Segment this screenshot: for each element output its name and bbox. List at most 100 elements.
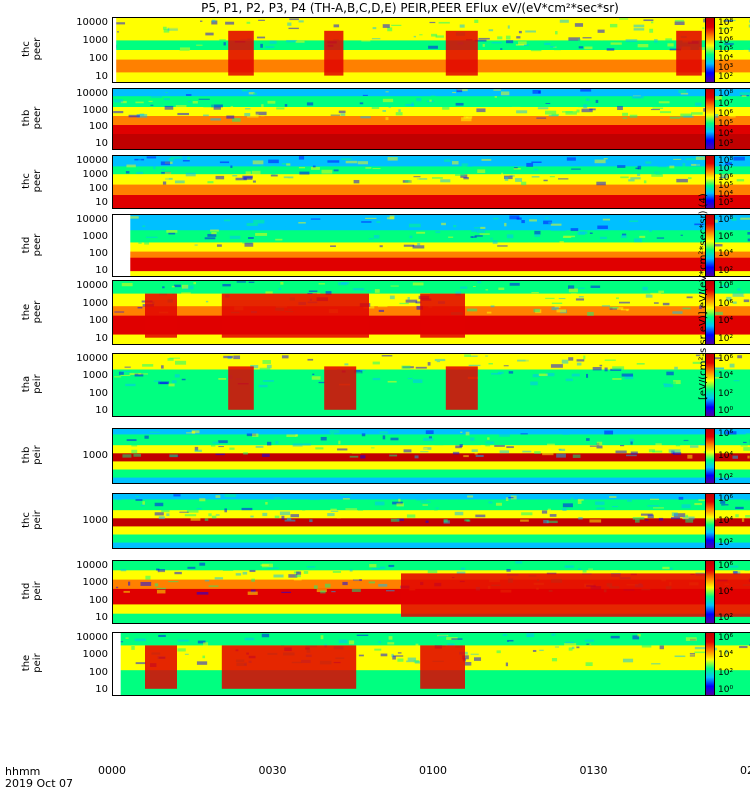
flux-speckle xyxy=(463,455,469,458)
flux-speckle xyxy=(588,568,593,570)
flux-speckle xyxy=(451,561,464,564)
flux-speckle xyxy=(659,111,672,114)
flux-speckle xyxy=(648,449,655,453)
flux-speckle xyxy=(485,355,488,357)
flux-speckle xyxy=(582,37,592,39)
flux-speckle xyxy=(365,217,377,220)
flux-speckle xyxy=(699,305,702,310)
flux-speckle xyxy=(551,302,563,304)
flux-speckle xyxy=(332,570,342,573)
flux-speckle xyxy=(216,244,222,247)
flux-speckle xyxy=(371,94,378,96)
flux-speckle xyxy=(229,447,235,450)
flux-speckle xyxy=(601,305,611,307)
flux-speckle xyxy=(570,497,574,502)
flux-speckle xyxy=(515,44,525,46)
flux-speckle xyxy=(532,89,541,94)
flux-speckle xyxy=(447,643,455,646)
flux-speckle xyxy=(251,170,261,175)
panel-ylabel: thc peer xyxy=(21,9,43,89)
colorbar-tick-label: 10⁶ xyxy=(718,429,734,439)
flux-speckle xyxy=(150,104,154,106)
flux-band xyxy=(113,59,750,73)
flux-speckle xyxy=(476,230,486,233)
spectrogram-image xyxy=(113,561,750,623)
flux-speckle xyxy=(460,221,464,226)
flux-speckle xyxy=(531,96,538,99)
flux-speckle xyxy=(298,228,301,230)
flux-speckle xyxy=(321,169,333,174)
colorbar-tick-label: 10⁴ xyxy=(718,54,734,64)
flux-speckle xyxy=(247,174,255,177)
flux-speckle xyxy=(556,453,566,458)
flux-speckle xyxy=(378,309,385,312)
colorbar-tick-label: 10⁷ xyxy=(718,164,734,175)
flux-speckle xyxy=(564,643,577,647)
flux-band xyxy=(113,257,750,272)
flux-speckle xyxy=(320,635,324,640)
flux-speckle xyxy=(625,39,638,42)
flux-speckle xyxy=(389,566,393,569)
flux-speckle xyxy=(290,514,300,518)
flux-speckle xyxy=(196,591,209,595)
flux-speckle xyxy=(589,232,593,234)
flux-speckle xyxy=(283,375,287,379)
flux-speckle xyxy=(177,648,186,652)
flux-speckle xyxy=(142,225,146,228)
flux-speckle xyxy=(637,165,642,170)
flux-speckle xyxy=(382,98,394,103)
flux-speckle xyxy=(455,291,462,296)
flux-speckle xyxy=(392,501,403,505)
flux-speckle xyxy=(159,571,166,576)
flux-speckle xyxy=(694,223,705,226)
flux-speckle xyxy=(146,236,158,238)
flux-speckle xyxy=(280,281,284,285)
flux-speckle xyxy=(508,371,514,374)
flux-speckle xyxy=(712,564,720,568)
flux-speckle xyxy=(716,372,721,376)
flux-speckle xyxy=(267,100,276,104)
flux-speckle xyxy=(390,518,400,522)
flux-speckle xyxy=(452,451,460,455)
flux-speckle xyxy=(385,91,389,93)
flux-speckle xyxy=(663,383,672,385)
flux-speckle xyxy=(486,311,492,314)
spectrogram-image xyxy=(113,18,750,82)
flux-speckle xyxy=(747,238,750,242)
flux-speckle xyxy=(456,571,466,575)
flux-speckle xyxy=(224,494,237,498)
flux-speckle xyxy=(712,311,723,315)
flux-speckle xyxy=(462,655,469,660)
flux-burst xyxy=(228,366,254,410)
flux-speckle xyxy=(391,24,402,26)
flux-speckle xyxy=(630,177,641,180)
flux-speckle xyxy=(342,581,348,586)
flux-speckle xyxy=(348,640,355,645)
flux-speckle xyxy=(139,113,145,116)
flux-speckle xyxy=(475,454,484,458)
flux-speckle xyxy=(205,32,214,36)
flux-speckle xyxy=(194,244,198,246)
flux-speckle xyxy=(351,588,361,592)
flux-speckle xyxy=(687,177,692,180)
flux-speckle xyxy=(531,176,540,178)
flux-speckle xyxy=(153,380,161,382)
flux-speckle xyxy=(498,287,505,290)
flux-speckle xyxy=(568,285,575,289)
flux-speckle xyxy=(204,518,209,521)
flux-speckle xyxy=(628,224,638,229)
flux-speckle xyxy=(498,656,508,660)
flux-speckle xyxy=(689,384,701,386)
flux-speckle xyxy=(652,107,664,109)
flux-speckle xyxy=(248,92,255,95)
flux-speckle xyxy=(493,217,499,220)
flux-speckle xyxy=(683,115,694,118)
flux-speckle xyxy=(387,27,393,32)
flux-speckle xyxy=(390,285,399,287)
flux-speckle xyxy=(576,646,580,649)
flux-speckle xyxy=(590,285,601,288)
flux-speckle xyxy=(562,431,570,435)
flux-speckle xyxy=(268,159,279,164)
flux-speckle xyxy=(161,509,170,513)
flux-speckle xyxy=(161,365,164,369)
